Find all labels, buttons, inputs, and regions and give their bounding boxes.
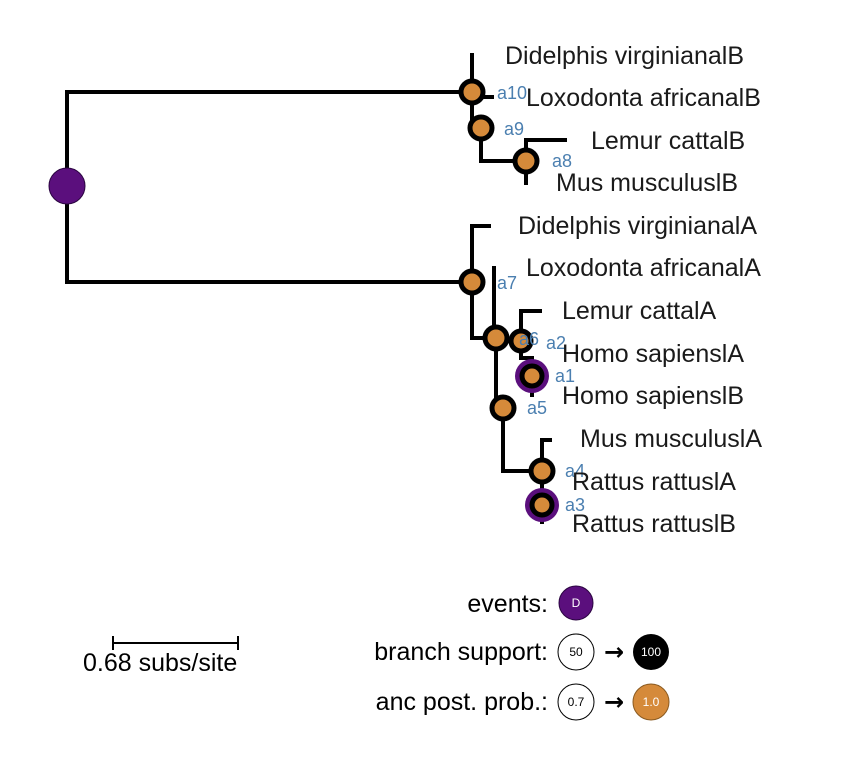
node-label-a1: a1 (555, 366, 575, 386)
legend-anc-post-prob-high-symbol (632, 683, 670, 721)
leaf-labels: Didelphis virginianalB Loxodonta african… (505, 42, 762, 538)
legend-branch-support-high-symbol (633, 634, 669, 670)
legend-anc-post-prob-low-value: 0.7 (568, 695, 585, 709)
leaf-label: Didelphis virginianalB (505, 42, 744, 70)
leaf-label: Rattus rattuslA (572, 468, 736, 496)
node-label-a8: a8 (552, 151, 572, 171)
legend-branch-support-low-value: 50 (569, 645, 583, 659)
leaf-label: Rattus rattuslB (572, 510, 736, 538)
node-a2 (508, 328, 534, 354)
internal-node-labels: a10 a9 a8 a7 a6 a2 a1 a5 a4 a3 (497, 83, 585, 515)
tree-nodes (48, 78, 559, 522)
node-a4 (528, 457, 556, 485)
legend-branch-support-low-symbol (557, 633, 595, 671)
node-a6 (482, 324, 510, 352)
leaf-label: Homo sapienslB (562, 382, 744, 410)
legend-anc-post-prob-high-value: 1.0 (643, 695, 660, 709)
legend-anc-post-prob-low-symbol (557, 683, 595, 721)
node-a1 (519, 363, 545, 389)
legend-events-label: events: (467, 590, 548, 618)
leaf-label: Mus musculuslA (580, 425, 762, 453)
scale-bar-label: 0.68 subs/site (83, 649, 237, 677)
node-label-a3: a3 (565, 495, 585, 515)
leaf-label: Loxodonta africanalA (526, 254, 761, 282)
legend-branch-support-label: branch support: (374, 638, 548, 666)
legend: events: D branch support: 50 → 100 anc p… (374, 585, 670, 721)
legend-anc-post-prob-label: anc post. prob.: (376, 688, 548, 716)
scale-bar: 0.68 subs/site (83, 636, 239, 677)
node-label-a10: a10 (497, 83, 527, 103)
node-label-a5: a5 (527, 398, 547, 418)
node-label-a9: a9 (504, 119, 524, 139)
legend-branch-support-high-value: 100 (641, 645, 661, 659)
node-label-a6: a6 (519, 329, 539, 349)
node-label-a4: a4 (565, 461, 585, 481)
node-label-a7: a7 (497, 273, 517, 293)
node-a5 (489, 394, 517, 422)
legend-duplication-event-letter: D (572, 596, 581, 610)
leaf-label: Loxodonta africanalB (526, 84, 761, 112)
legend-branch-support-arrow: → (604, 638, 624, 666)
node-a8 (512, 147, 540, 175)
leaf-label: Didelphis virginianalA (518, 212, 757, 240)
legend-anc-post-prob-arrow: → (604, 688, 624, 716)
node-label-a2: a2 (546, 333, 566, 353)
leaf-label: Mus musculuslB (556, 169, 738, 197)
legend-duplication-event-symbol (558, 585, 594, 621)
leaf-label: Lemur cattalA (562, 297, 717, 325)
leaf-label: Homo sapienslA (562, 340, 744, 368)
node-a10 (458, 78, 486, 106)
root-duplication-node (48, 167, 86, 205)
leaf-label: Lemur cattalB (591, 127, 745, 155)
node-a9 (467, 114, 495, 142)
node-a7 (458, 268, 486, 296)
node-a3 (529, 492, 555, 518)
